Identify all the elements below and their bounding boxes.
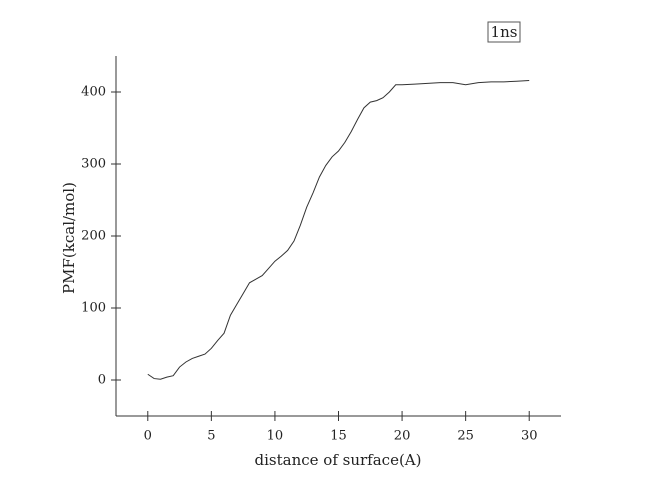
y-axis-label: PMF(kcal/mol) (60, 182, 78, 294)
x-tick-label: 15 (330, 429, 347, 444)
y-tick-label: 100 (81, 301, 106, 316)
x-tick-label: 5 (207, 429, 215, 444)
legend-label: 1ns (491, 23, 518, 41)
x-tick-label: 0 (144, 429, 152, 444)
x-tick-label: 25 (457, 429, 474, 444)
y-tick-label: 200 (81, 229, 106, 244)
x-tick-label: 20 (394, 429, 411, 444)
line (147, 79, 530, 380)
legend-box (487, 21, 521, 43)
x-tick-label: 30 (521, 429, 538, 444)
x-tick-label: 10 (267, 429, 284, 444)
x-axis-label: distance of surface(A) (255, 451, 422, 469)
y-tick-label: 300 (81, 157, 106, 172)
y-tick-label: 400 (81, 85, 106, 100)
y-tick-label: 0 (98, 373, 106, 388)
